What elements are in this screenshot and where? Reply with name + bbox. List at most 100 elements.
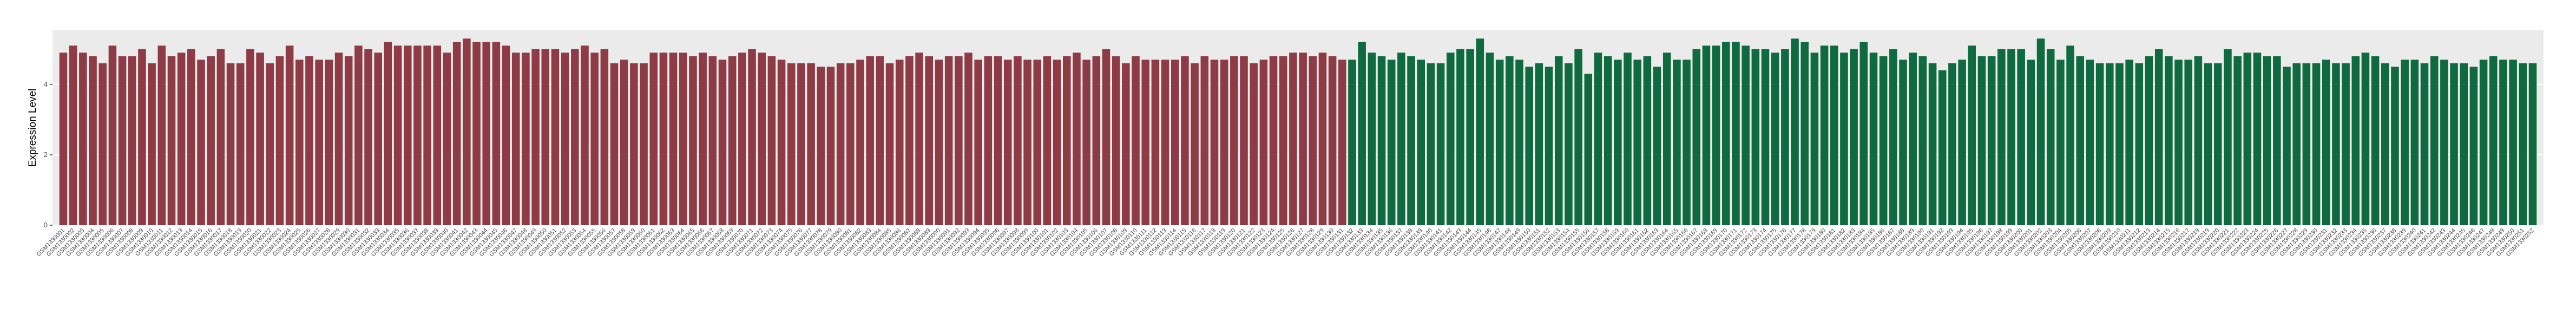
bar: [1879, 56, 1888, 225]
bar: [1289, 53, 1297, 225]
bar: [492, 42, 501, 226]
bar: [1751, 49, 1760, 225]
bar: [2027, 60, 2035, 225]
bar: [2361, 53, 2370, 225]
bar: [443, 53, 451, 225]
bar: [2204, 63, 2212, 226]
bar: [1712, 45, 1720, 226]
bar: [2302, 63, 2311, 226]
bar: [1328, 56, 1337, 225]
bar: [236, 63, 245, 226]
bar: [187, 49, 195, 225]
bar: [2095, 63, 2104, 226]
bar: [1387, 60, 1396, 225]
bar: [1240, 56, 1248, 225]
bar: [452, 42, 461, 226]
bar: [1309, 56, 1317, 225]
bar: [1358, 42, 1366, 226]
bar: [2342, 63, 2350, 226]
bar: [226, 63, 235, 226]
bar: [1554, 56, 1563, 225]
bar: [354, 45, 363, 226]
bar: [1427, 63, 1435, 226]
bar: [1791, 38, 1799, 225]
bar: [590, 53, 599, 225]
y-tick-label: 4: [44, 80, 48, 88]
bar: [1299, 53, 1307, 225]
bar: [384, 42, 392, 226]
bar: [423, 45, 431, 226]
bar: [1525, 67, 1533, 225]
bar: [413, 45, 422, 226]
bar: [69, 45, 77, 226]
bar: [246, 49, 254, 225]
bar: [1958, 60, 1966, 225]
bar: [1918, 56, 1927, 225]
bar: [2469, 67, 2478, 225]
bar: [2401, 60, 2409, 225]
bar: [1840, 53, 1848, 225]
bar: [748, 49, 756, 225]
bar: [1486, 53, 1494, 225]
bar: [561, 53, 569, 225]
bar: [885, 63, 894, 226]
bar: [1810, 53, 1819, 225]
bar: [610, 63, 619, 226]
bar: [1565, 63, 1573, 226]
bar: [581, 45, 589, 226]
bar: [2450, 63, 2458, 226]
bar: [826, 67, 835, 225]
bar: [974, 60, 982, 225]
bar: [2479, 60, 2488, 225]
bar: [1584, 74, 1593, 225]
bar: [571, 49, 579, 225]
bar: [344, 56, 353, 225]
bar: [1161, 60, 1169, 225]
bar: [256, 53, 264, 225]
bar: [649, 53, 658, 225]
bar: [2499, 60, 2507, 225]
bar: [1338, 60, 1346, 225]
bar: [79, 53, 87, 225]
bar: [925, 56, 934, 225]
bar: [640, 63, 648, 226]
bar: [2322, 60, 2330, 225]
bar: [472, 42, 481, 226]
bar: [128, 56, 136, 225]
bar: [2332, 63, 2340, 226]
bar: [541, 49, 550, 225]
bar: [2440, 60, 2448, 225]
bar: [98, 63, 107, 226]
bar: [2233, 56, 2242, 225]
bar: [669, 53, 678, 225]
bar: [1466, 49, 1474, 225]
bar: [275, 56, 284, 225]
bar: [207, 56, 215, 225]
bar: [846, 63, 855, 226]
bar: [1141, 60, 1149, 225]
bar: [1604, 56, 1612, 225]
bar: [315, 60, 323, 225]
bar: [295, 60, 304, 225]
bar: [1968, 45, 1976, 226]
bar: [994, 56, 1002, 225]
bar: [679, 53, 687, 225]
bar: [1112, 56, 1120, 225]
bar: [718, 60, 727, 225]
bar: [787, 63, 796, 226]
bar: [1014, 56, 1022, 225]
bar: [1850, 49, 1858, 225]
bar: [1082, 60, 1090, 225]
bar: [2174, 60, 2183, 225]
bar: [108, 45, 117, 226]
bar: [1633, 60, 1641, 225]
bar: [1495, 60, 1504, 225]
bar: [1250, 63, 1258, 226]
bar: [1624, 53, 1632, 225]
bar: [1771, 53, 1779, 225]
bar: [895, 60, 904, 225]
bar: [2292, 63, 2301, 226]
bar: [531, 49, 540, 225]
bar: [148, 63, 156, 226]
bar: [1742, 45, 1750, 226]
